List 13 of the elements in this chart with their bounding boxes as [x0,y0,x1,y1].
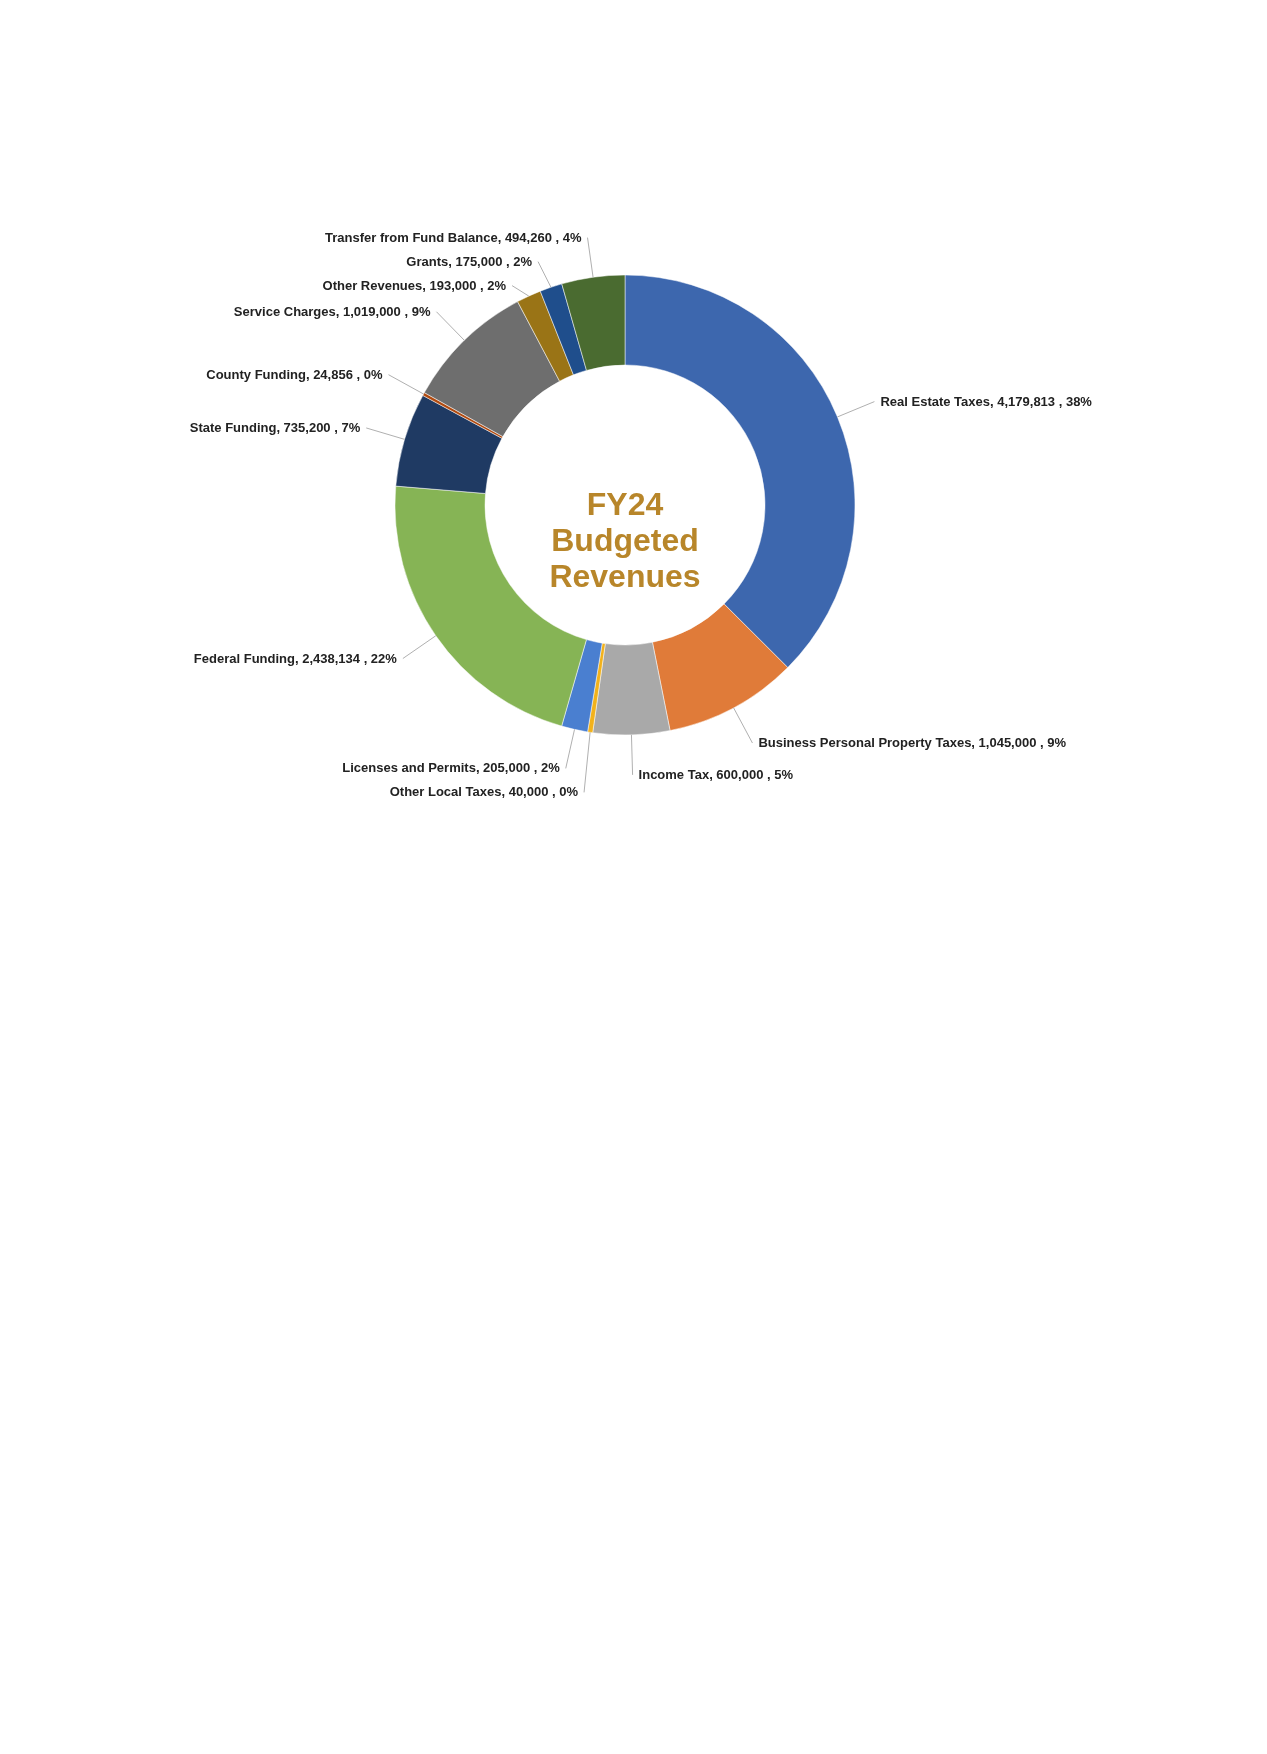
slice-label: Income Tax, 600,000 , 5% [638,766,794,782]
text: FY24 Budgeted Revenues [549,486,701,594]
slice-label: Other Local Taxes, 40,000 , 0% [389,784,579,800]
slice-label: Transfer from Fund Balance, 494,260 , 4% [325,229,582,245]
slice-label: Other Revenues, 193,000 , 2% [322,277,507,293]
slice-label: County Funding, 24,856 , 0% [206,366,383,382]
slice-label: Grants, 175,000 , 2% [406,253,533,269]
slice-label: Business Personal Property Taxes, 1,045,000 , 9% [758,735,1067,751]
slice-label: Real Estate Taxes, 4,179,813 , 38% [880,393,1093,409]
slice-label: Service Charges, 1,019,000 , 9% [233,303,431,319]
slice-label: State Funding, 735,200 , 7% [189,419,361,435]
slice-label: Licenses and Permits, 205,000 , 2% [342,760,561,776]
slice-label: Federal Funding, 2,438,134 , 22% [193,650,398,666]
